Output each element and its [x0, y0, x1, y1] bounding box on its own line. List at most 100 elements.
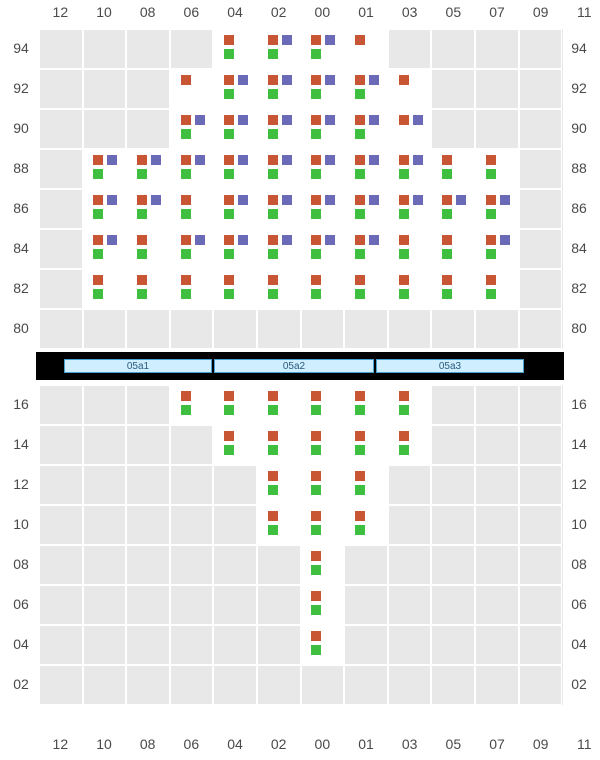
seat-cell[interactable] [170, 229, 214, 269]
seat-cell[interactable] [388, 229, 432, 269]
seat-cell[interactable] [301, 425, 345, 465]
seat-cell[interactable] [301, 149, 345, 189]
seat-cell[interactable] [475, 149, 519, 189]
seat-cell[interactable] [388, 385, 432, 425]
seat-cell[interactable] [170, 189, 214, 229]
seat-cell[interactable] [301, 269, 345, 309]
seat-cell[interactable] [83, 149, 127, 189]
seat-cell[interactable] [170, 149, 214, 189]
seat-cell[interactable] [170, 269, 214, 309]
orange-marker [93, 195, 103, 205]
seat-cell[interactable] [257, 229, 301, 269]
seat-cell[interactable] [388, 189, 432, 229]
orange-marker [224, 391, 234, 401]
seat-cell[interactable] [301, 625, 345, 665]
seat-cell[interactable] [257, 109, 301, 149]
green-marker [224, 49, 234, 59]
seat-cell[interactable] [257, 69, 301, 109]
orange-marker [181, 235, 191, 245]
seat-cell[interactable] [301, 109, 345, 149]
seat-cell[interactable] [257, 505, 301, 545]
seat-cell[interactable] [213, 69, 257, 109]
orange-marker [355, 195, 365, 205]
seat-cell[interactable] [431, 269, 475, 309]
seat-cell[interactable] [344, 465, 388, 505]
seat-cell[interactable] [257, 465, 301, 505]
seat-cell[interactable] [431, 149, 475, 189]
seat-cell[interactable] [344, 29, 388, 69]
col-label: 02 [258, 4, 299, 20]
seat-cell[interactable] [344, 69, 388, 109]
seat-cell[interactable] [301, 505, 345, 545]
seat-cell[interactable] [213, 189, 257, 229]
seat-cell[interactable] [126, 269, 170, 309]
seat-cell[interactable] [83, 229, 127, 269]
seat-cell[interactable] [301, 465, 345, 505]
seat-cell[interactable] [213, 385, 257, 425]
seat-cell[interactable] [257, 385, 301, 425]
section-tab[interactable]: 05a3 [376, 359, 524, 373]
seat-cell[interactable] [170, 69, 214, 109]
orange-marker [268, 75, 278, 85]
seat-cell[interactable] [301, 69, 345, 109]
section-tab[interactable]: 05a1 [64, 359, 212, 373]
seat-cell[interactable] [126, 149, 170, 189]
seat-cell[interactable] [475, 229, 519, 269]
seat-cell[interactable] [213, 229, 257, 269]
row-label-right: 10 [564, 516, 594, 532]
seat-cell[interactable] [257, 29, 301, 69]
seat-cell[interactable] [388, 425, 432, 465]
seat-cell[interactable] [257, 269, 301, 309]
seat-cell[interactable] [344, 505, 388, 545]
seat-cell[interactable] [126, 189, 170, 229]
col-label: 11 [564, 4, 600, 20]
seat-cell[interactable] [301, 585, 345, 625]
empty-cell [475, 625, 519, 665]
seat-cell[interactable] [431, 229, 475, 269]
seat-cell[interactable] [301, 29, 345, 69]
seat-cell[interactable] [388, 269, 432, 309]
seat-cell[interactable] [213, 149, 257, 189]
seat-cell[interactable] [475, 189, 519, 229]
seat-cell[interactable] [257, 425, 301, 465]
seat-cell[interactable] [257, 189, 301, 229]
seat-cell[interactable] [344, 269, 388, 309]
seat-cell[interactable] [257, 149, 301, 189]
seat-cell[interactable] [344, 149, 388, 189]
seat-cell[interactable] [170, 109, 214, 149]
seat-cell[interactable] [301, 189, 345, 229]
seat-cell[interactable] [301, 385, 345, 425]
seat-cell[interactable] [431, 189, 475, 229]
section-tab[interactable]: 05a2 [214, 359, 374, 373]
seat-cell[interactable] [126, 229, 170, 269]
seat-cell[interactable] [344, 425, 388, 465]
green-marker [311, 129, 321, 139]
row-label-right: 84 [564, 240, 594, 256]
seat-cell[interactable] [344, 109, 388, 149]
seat-cell[interactable] [213, 109, 257, 149]
green-marker [268, 445, 278, 455]
seat-cell[interactable] [301, 545, 345, 585]
seat-cell[interactable] [388, 69, 432, 109]
seat-cell[interactable] [388, 149, 432, 189]
green-marker [268, 525, 278, 535]
seat-cell[interactable] [170, 385, 214, 425]
empty-cell [83, 309, 127, 349]
seat-cell[interactable] [213, 269, 257, 309]
orange-marker [399, 115, 409, 125]
orange-marker [224, 195, 234, 205]
green-marker [311, 89, 321, 99]
seat-cell[interactable] [344, 385, 388, 425]
empty-cell [475, 505, 519, 545]
seat-cell[interactable] [83, 269, 127, 309]
seat-cell[interactable] [213, 29, 257, 69]
seat-cell[interactable] [301, 229, 345, 269]
seat-cell[interactable] [388, 109, 432, 149]
seat-cell[interactable] [344, 229, 388, 269]
empty-cell [475, 69, 519, 109]
seat-cell[interactable] [475, 269, 519, 309]
seat-cell[interactable] [344, 189, 388, 229]
green-marker [442, 289, 452, 299]
seat-cell[interactable] [83, 189, 127, 229]
seat-cell[interactable] [213, 425, 257, 465]
